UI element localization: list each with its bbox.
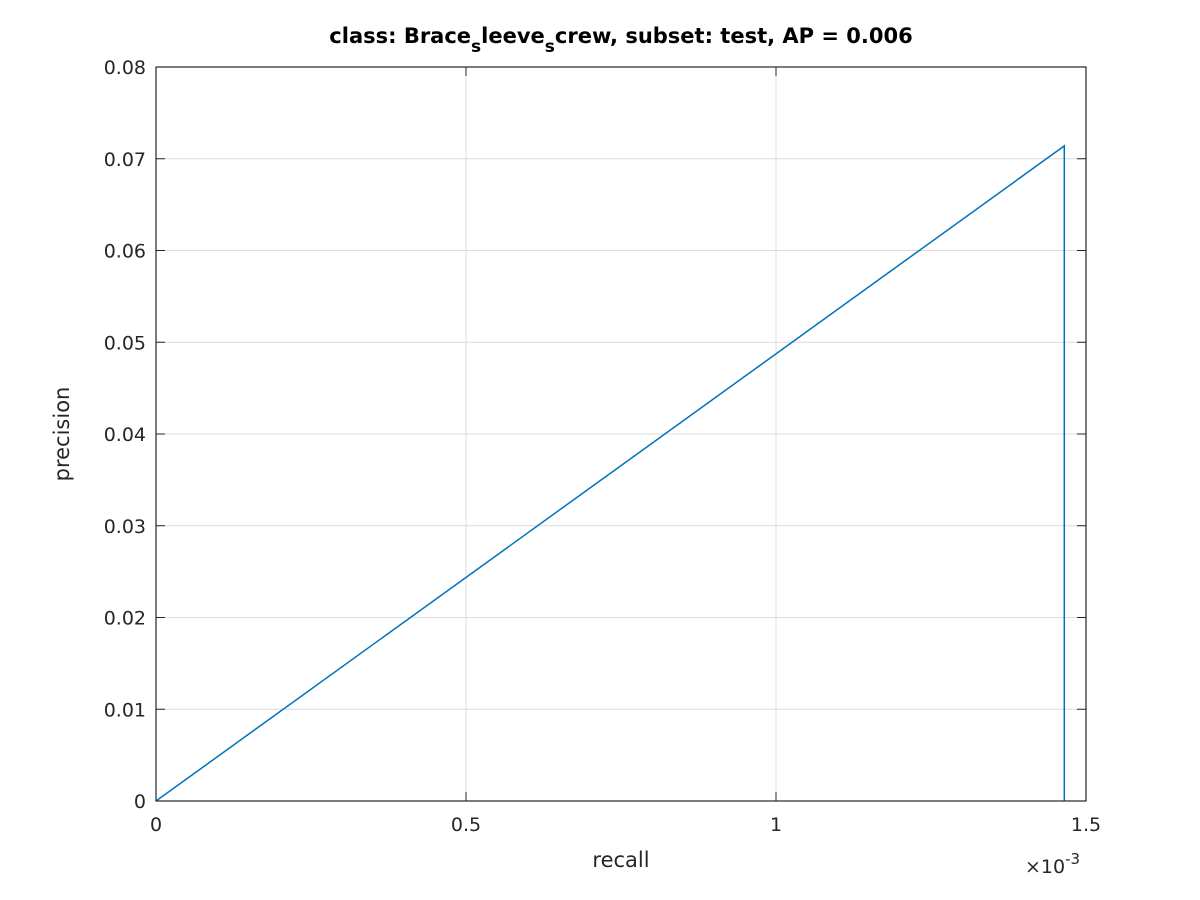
x-axis-exponent: ×10-3 [1025, 850, 1080, 878]
y-tick-label: 0 [134, 791, 146, 813]
y-tick-label: 0.05 [104, 332, 146, 354]
x-tick-label: 0 [150, 814, 162, 836]
ticks [155, 66, 1087, 802]
x-tick-labels: 0 0.5 1 1.5 [150, 814, 1101, 836]
x-tick-label: 0.5 [451, 814, 481, 836]
y-tick-label: 0.02 [104, 608, 146, 630]
y-axis-label: precision [50, 387, 74, 482]
y-tick-label: 0.04 [104, 424, 146, 446]
series-layer [155, 144, 1066, 802]
y-tick-labels: 0 0.01 0.02 0.03 0.04 0.05 0.06 0.07 0.08 [104, 57, 146, 813]
x-axis-label: recall [592, 848, 649, 872]
y-tick-label: 0.07 [104, 149, 146, 171]
y-tick-label: 0.01 [104, 699, 146, 721]
y-tick-label: 0.06 [104, 241, 146, 263]
chart-title: class: Bracesleevescrew, subset: test, A… [329, 24, 912, 57]
y-tick-label: 0.08 [104, 57, 146, 79]
x-tick-label: 1 [770, 814, 782, 836]
x-tick-label: 1.5 [1071, 814, 1101, 836]
y-tick-label: 0.03 [104, 516, 146, 538]
grid [156, 67, 1086, 801]
precision-recall-line [155, 144, 1066, 802]
